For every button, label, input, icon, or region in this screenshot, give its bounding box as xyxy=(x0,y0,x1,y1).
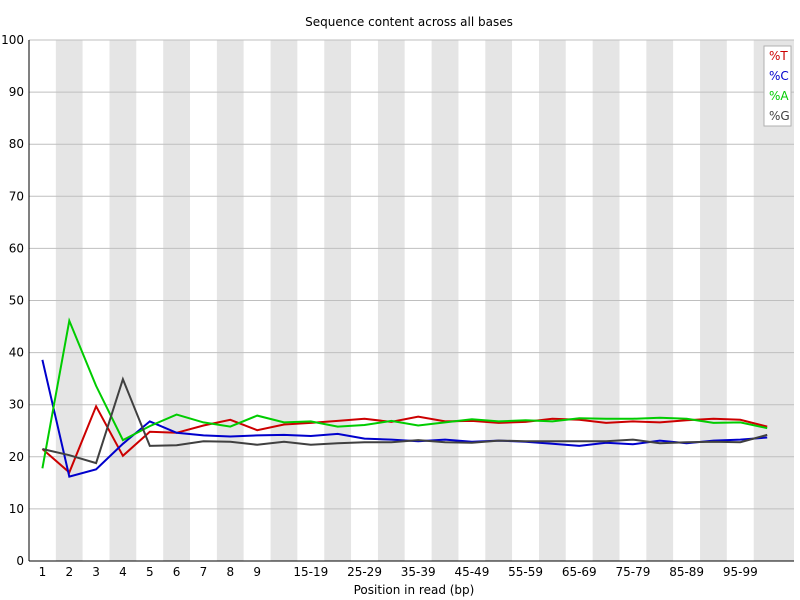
x-tick-label: 65-69 xyxy=(562,565,597,579)
y-tick-label: 80 xyxy=(9,137,24,151)
x-tick-label: 2 xyxy=(65,565,73,579)
y-tick-label: 0 xyxy=(16,554,24,568)
x-tick-label: 15-19 xyxy=(293,565,328,579)
chart-title: Sequence content across all bases xyxy=(305,15,513,29)
legend-entry: %T xyxy=(769,49,788,63)
series-line-t xyxy=(41,403,768,475)
legend-box xyxy=(763,45,792,127)
x-tick-label: 4 xyxy=(119,565,127,579)
x-tick-label: 3 xyxy=(92,565,100,579)
y-tick-label: 60 xyxy=(9,241,24,255)
y-tick-label: 90 xyxy=(9,85,24,99)
x-tick-label: 7 xyxy=(200,565,208,579)
legend: %T %C %A %G xyxy=(763,45,792,127)
y-tick-label: 70 xyxy=(9,189,24,203)
axes xyxy=(28,40,794,562)
series-line-a xyxy=(41,317,768,469)
x-axis-label: Position in read (bp) xyxy=(354,583,475,597)
x-tick-labels: 1 2 3 4 5 6 7 8 9 15-19 25-29 35-39 45-49 55-59 65-69 7… xyxy=(39,565,758,579)
x-tick-label: 5 xyxy=(146,565,154,579)
x-tick-label: 8 xyxy=(226,565,234,579)
plot-background xyxy=(29,39,794,561)
y-tick-label: 10 xyxy=(9,502,24,516)
x-tick-label: 9 xyxy=(253,565,261,579)
x-tick-label: 95-99 xyxy=(723,565,758,579)
y-tick-label: 50 xyxy=(9,294,24,308)
x-tick-label: 1 xyxy=(39,565,47,579)
series-line-g xyxy=(42,376,768,465)
x-tick-label: 6 xyxy=(173,565,181,579)
x-tick-label: 45-49 xyxy=(454,565,489,579)
legend-entry: %G xyxy=(769,109,790,123)
x-tick-label: 75-79 xyxy=(616,565,651,579)
y-tick-label: 100 xyxy=(1,33,24,47)
x-tick-label: 55-59 xyxy=(508,565,543,579)
legend-entry: %A xyxy=(769,89,789,103)
series-lines xyxy=(41,317,768,478)
y-gridlines xyxy=(29,39,794,510)
legend-entry: %C xyxy=(769,69,789,83)
y-tick-label: 40 xyxy=(9,346,24,360)
y-tick-label: 20 xyxy=(9,450,24,464)
y-tick-label: 30 xyxy=(9,398,24,412)
x-tick-label: 25-29 xyxy=(347,565,382,579)
x-tick-label: 85-89 xyxy=(669,565,704,579)
y-tick-labels: 0 10 20 30 40 50 60 70 80 90 100 xyxy=(1,33,24,568)
x-tick-label: 35-39 xyxy=(401,565,436,579)
